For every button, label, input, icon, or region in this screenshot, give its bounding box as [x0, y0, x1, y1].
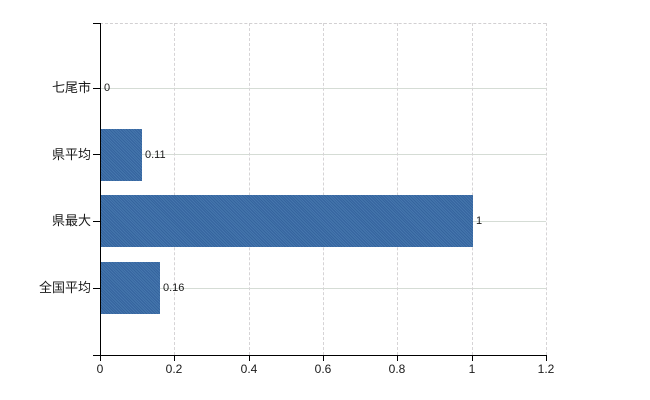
bar-value-label: 0.11 [145, 149, 166, 161]
plot-border-top [100, 23, 546, 24]
x-tick-label: 0.4 [240, 362, 258, 376]
x-axis-tick [100, 356, 101, 361]
gridline-vertical [546, 23, 547, 355]
y-axis-tick [93, 288, 100, 289]
x-tick-label: 0.8 [388, 362, 406, 376]
gridline-vertical [174, 23, 175, 355]
category-label: 七尾市 [51, 80, 91, 95]
bar-2 [101, 195, 473, 247]
category-label: 県平均 [51, 147, 91, 162]
x-tick-label: 1 [468, 362, 476, 376]
x-axis-tick [323, 356, 324, 361]
x-tick-label: 1.2 [537, 362, 555, 376]
x-axis-line [100, 355, 547, 356]
y-axis-tick [93, 88, 100, 89]
x-tick-label: 0.6 [314, 362, 332, 376]
y-axis-endcap-tick [93, 355, 100, 356]
category-label: 全国平均 [38, 280, 91, 295]
y-axis-endcap-tick [93, 23, 100, 24]
x-axis-tick [472, 356, 473, 361]
x-axis-tick [397, 356, 398, 361]
gridline-vertical [397, 23, 398, 355]
gridline-vertical [249, 23, 250, 355]
x-tick-label: 0.2 [165, 362, 183, 376]
bar-1 [101, 129, 142, 181]
gridline-vertical [323, 23, 324, 355]
y-axis-tick [93, 221, 100, 222]
bar-value-label: 0.16 [163, 282, 185, 294]
y-axis-line [100, 23, 101, 356]
x-axis-tick [174, 356, 175, 361]
y-axis-tick [93, 154, 100, 155]
bar-value-label: 0 [104, 82, 111, 94]
x-axis-tick [546, 356, 547, 361]
bar-value-label: 1 [476, 215, 483, 227]
gridline-vertical [472, 23, 473, 355]
category-label: 県最大 [51, 213, 91, 228]
x-tick-label: 0 [96, 362, 104, 376]
bar-3 [101, 262, 160, 314]
x-axis-tick [249, 356, 250, 361]
